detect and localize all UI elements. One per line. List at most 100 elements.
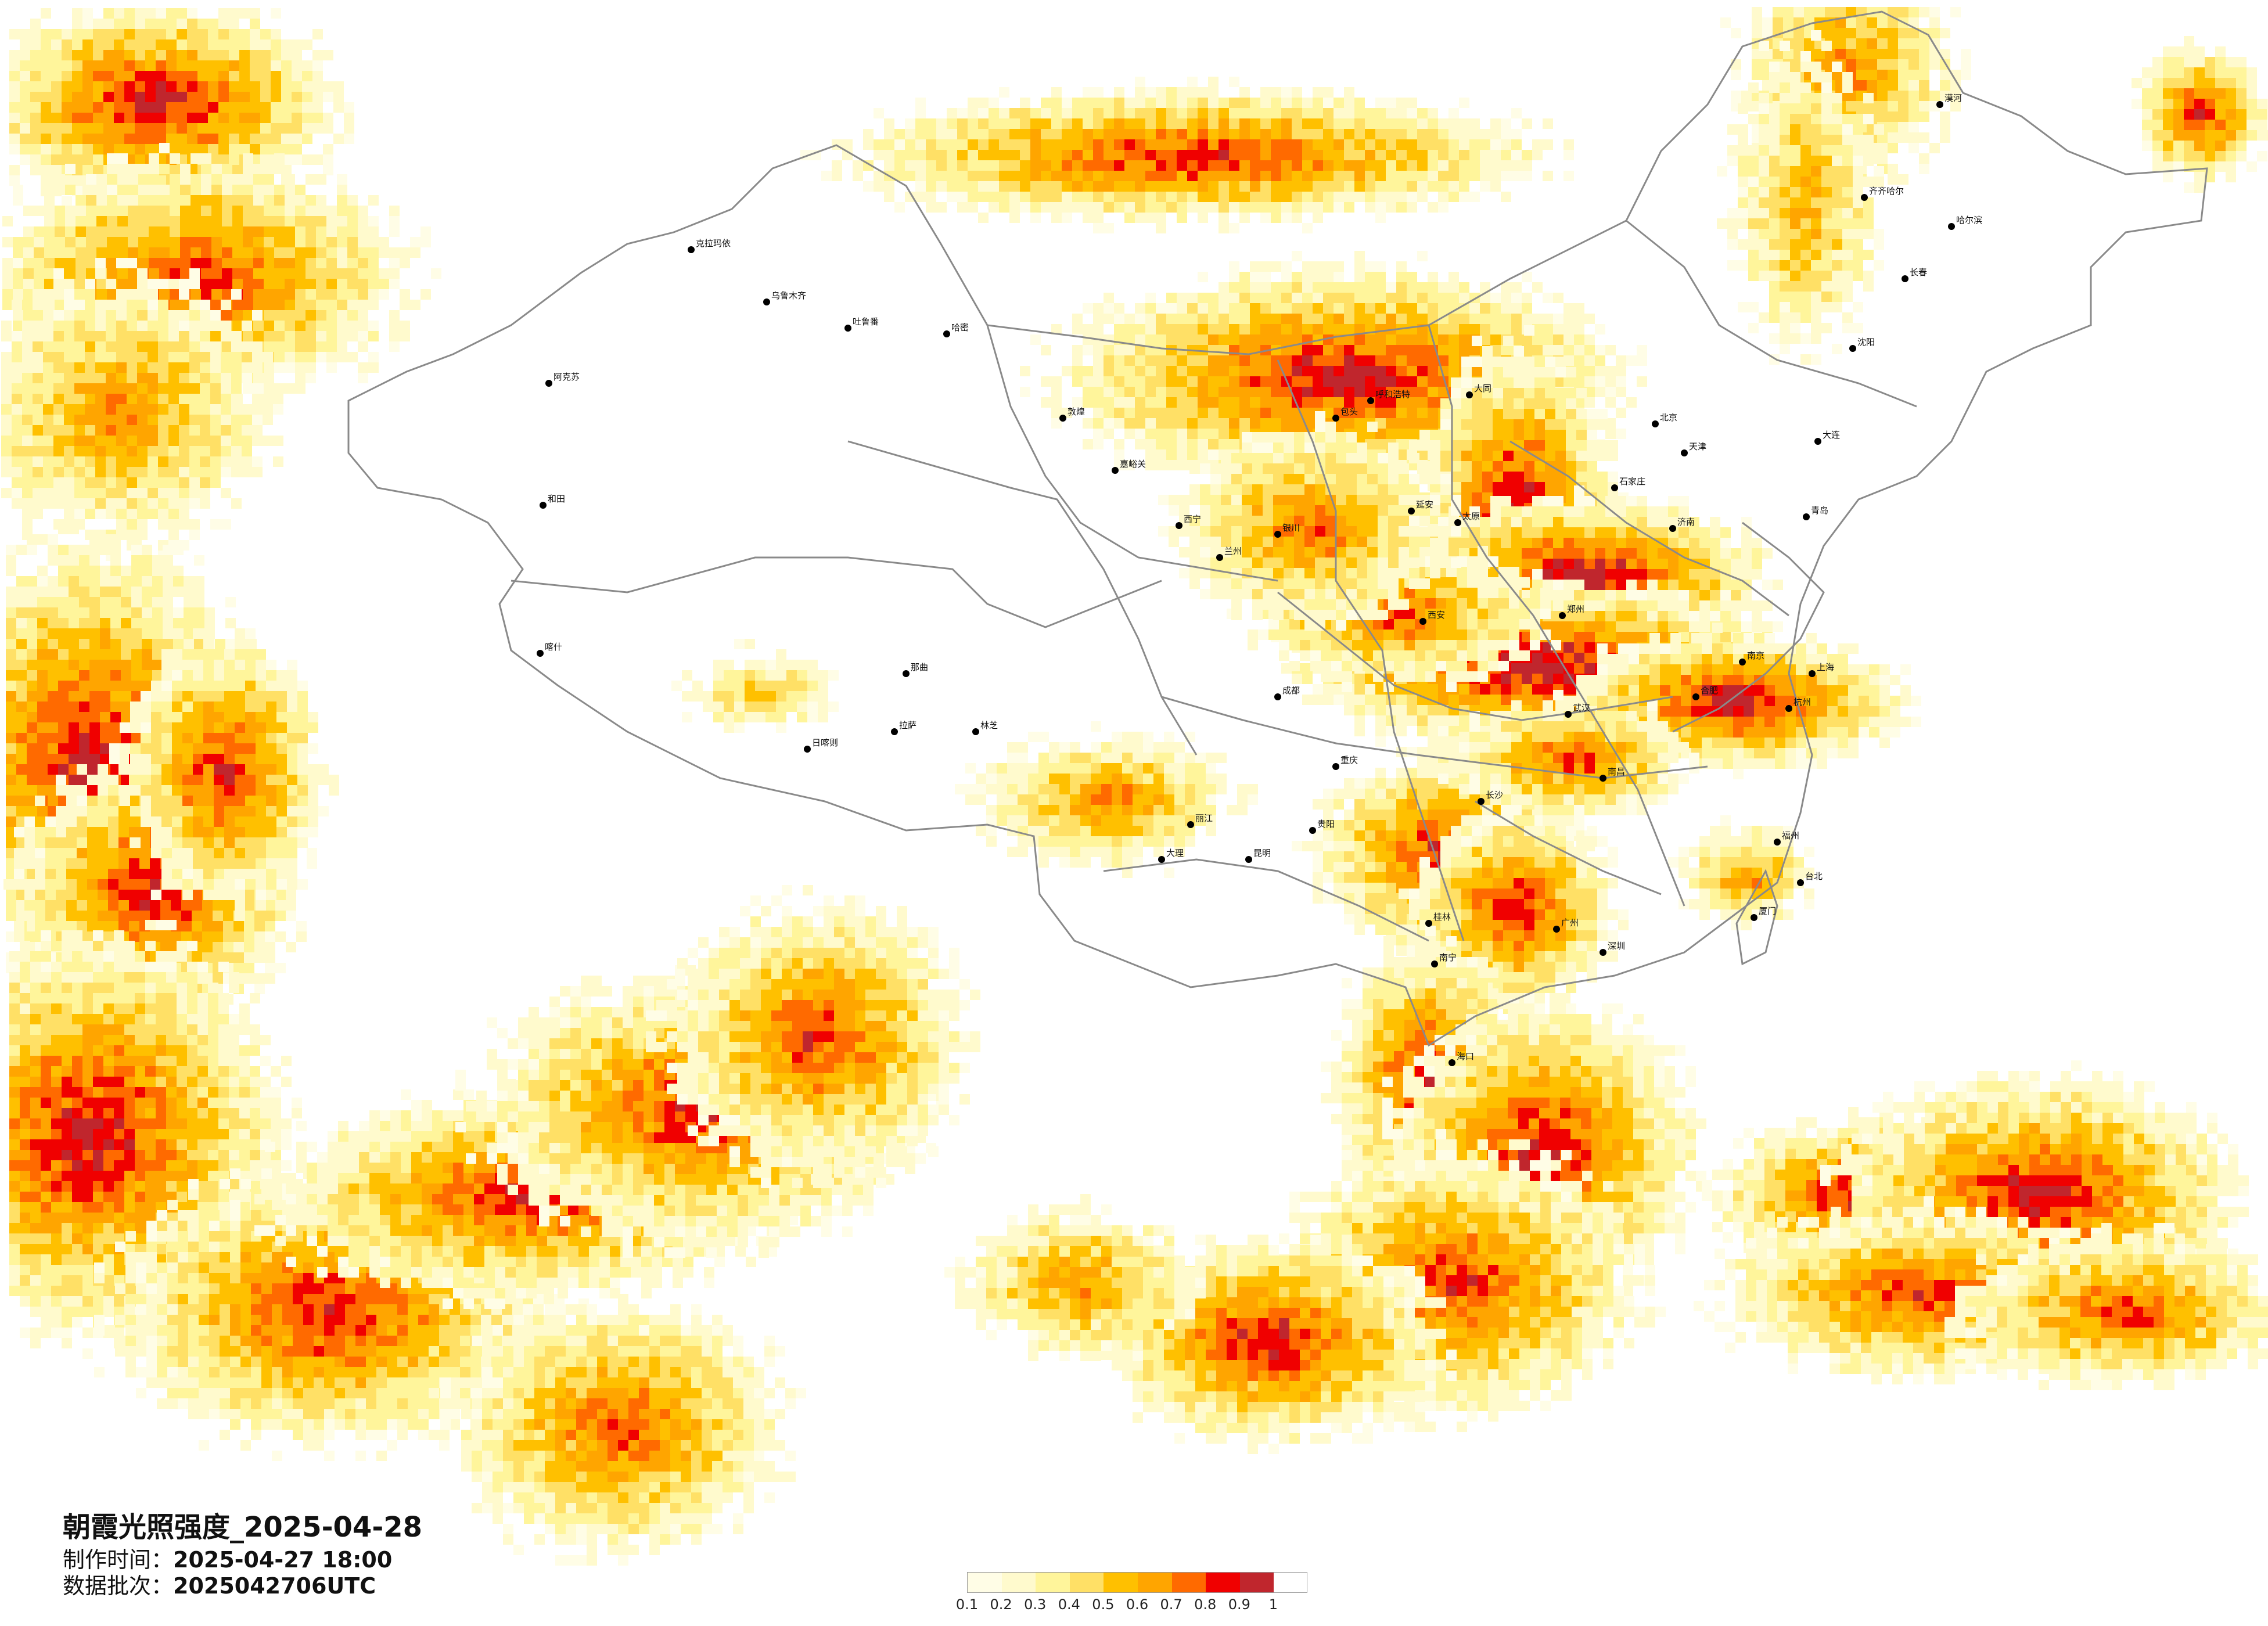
intensity-cell [239,1150,250,1160]
intensity-cell [9,1098,20,1108]
intensity-cell [376,1304,387,1315]
intensity-cell [240,1325,251,1336]
intensity-cell [179,383,189,394]
intensity-cell [218,60,229,71]
intensity-cell [131,555,142,566]
intensity-cell [177,134,187,144]
intensity-cell [121,691,131,702]
intensity-cell [244,963,254,973]
intensity-cell [30,1223,41,1233]
intensity-cell [16,597,27,607]
intensity-cell [6,816,16,827]
intensity-cell [240,1252,251,1262]
intensity-cell [48,639,58,649]
intensity-cell [103,1139,114,1150]
intensity-cell [64,321,74,331]
intensity-cell [139,848,150,858]
intensity-cell [168,415,179,425]
intensity-cell [333,102,344,113]
intensity-cell [117,185,128,195]
intensity-cell [20,1286,30,1296]
intensity-cell [12,488,22,498]
intensity-cell [30,1328,41,1338]
intensity-cell [297,827,308,837]
intensity-cell [250,19,260,29]
intensity-cell [16,816,27,827]
intensity-cell [281,60,292,71]
intensity-cell [105,1325,115,1336]
intensity-cell [65,258,76,268]
intensity-cell [182,816,193,827]
intensity-cell [139,869,150,879]
intensity-cell [152,555,163,566]
intensity-cell [30,1254,41,1265]
intensity-cell [62,39,72,50]
intensity-cell [347,195,358,206]
intensity-cell [66,816,77,827]
intensity-cell [106,404,116,415]
intensity-cell [232,310,243,321]
intensity-cell [124,1171,135,1181]
intensity-cell [55,185,65,195]
intensity-cell [108,806,118,816]
intensity-cell [218,123,229,134]
intensity-cell [218,1108,229,1118]
intensity-cell [95,415,106,425]
intensity-cell [379,279,389,289]
intensity-cell [224,660,235,670]
intensity-cell [125,1336,136,1346]
intensity-cell [275,911,286,921]
intensity-cell [244,921,254,931]
intensity-cell [30,1307,41,1317]
intensity-cell [229,1139,239,1150]
intensity-cell [137,373,148,383]
intensity-cell [135,50,145,60]
intensity-cell [303,1252,314,1262]
intensity-cell [192,890,202,900]
intensity-cell [30,1139,41,1150]
intensity-cell [222,174,232,185]
intensity-cell [30,972,41,983]
intensity-cell [62,1171,72,1181]
intensity-cell [323,113,333,123]
intensity-cell [95,373,106,383]
intensity-cell [41,1307,51,1317]
intensity-cell [256,785,266,796]
intensity-cell [148,446,158,456]
intensity-cell [287,764,297,775]
intensity-cell [62,983,72,993]
intensity-cell [82,113,93,123]
intensity-cell [1,467,12,477]
intensity-cell [27,649,37,660]
intensity-cell [389,268,400,279]
intensity-cell [124,123,135,134]
intensity-cell [117,174,128,185]
intensity-cell [1,383,12,394]
intensity-cell [214,890,224,900]
intensity-cell [193,733,203,743]
intensity-cell [114,123,124,134]
intensity-cell [116,415,127,425]
intensity-cell [74,446,85,456]
intensity-cell [172,649,182,660]
intensity-cell [103,1108,114,1118]
intensity-cell [344,102,354,113]
intensity-cell [230,1262,240,1273]
intensity-cell [281,123,292,134]
intensity-cell [37,576,48,587]
intensity-cell [9,1275,20,1286]
intensity-cell [55,237,65,247]
intensity-cell [136,1336,146,1346]
intensity-cell [129,827,139,837]
intensity-cell [35,858,45,869]
intensity-cell [72,1098,82,1108]
intensity-cell [187,60,197,71]
intensity-cell [193,712,203,722]
intensity-cell [93,1066,103,1077]
intensity-cell [89,691,100,702]
intensity-cell [166,102,177,113]
intensity-cell [145,19,156,29]
intensity-cell [408,1315,418,1325]
intensity-cell [235,796,245,806]
intensity-cell [224,848,235,858]
